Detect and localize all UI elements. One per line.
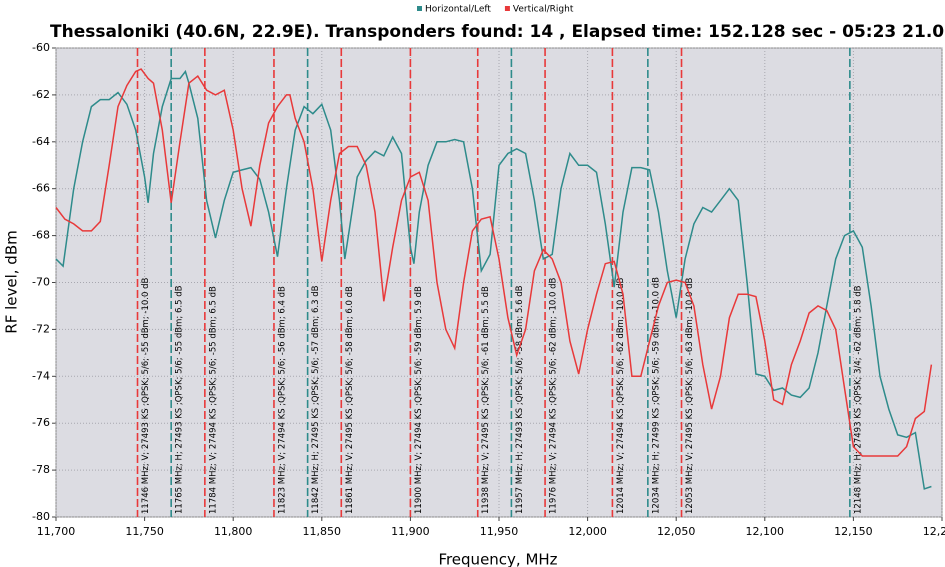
transponder-label: 12014 MHz; V; 27494 KS ;QPSK; 5/6; -62 d…	[616, 278, 626, 514]
chart-title: Thessaloniki (40.6N, 22.9E). Transponder…	[50, 22, 945, 42]
y-tick-label: -62	[32, 88, 50, 101]
legend-label: Vertical/Right	[513, 5, 574, 15]
transponder-label: 11938 MHz; V; 27495 KS ;QPSK; 5/6; -61 d…	[481, 286, 491, 514]
transponder-label: 11842 MHz; H; 27495 KS ;QPSK; 5/6; -57 d…	[311, 285, 321, 514]
legend-label: Horizontal/Left	[425, 5, 491, 15]
x-tick-label: 11,700	[37, 525, 76, 538]
transponder-label: 12148 MHz; H; 27493 KS ;QPSK; 3/4; -62 d…	[853, 285, 863, 514]
transponder-label: 11823 MHz; V; 27494 KS ;QPSK; 5/6; -56 d…	[277, 286, 287, 514]
x-tick-label: 11,950	[480, 525, 519, 538]
y-tick-label: -60	[32, 41, 50, 54]
series-line	[55, 69, 932, 490]
y-tick-label: -68	[32, 229, 50, 242]
transponder-label: 11765 MHz; H; 27493 KS ;QPSK; 5/6; -55 d…	[175, 285, 185, 514]
x-tick-label: 12,100	[746, 525, 785, 538]
x-tick-label: 11,900	[391, 525, 430, 538]
x-axis-title: Frequency, MHz	[438, 551, 557, 567]
y-tick-label: -72	[32, 322, 50, 335]
transponder-label: 11784 MHz; V; 27494 KS ;QPSK; 5/6; -55 d…	[208, 286, 218, 514]
y-tick-label: -70	[32, 276, 50, 289]
y-tick-label: -80	[32, 510, 50, 523]
transponder-label: 11976 MHz; V; 27494 KS ;QPSK; 5/6; -62 d…	[549, 278, 559, 514]
x-tick-label: 11,850	[303, 525, 342, 538]
y-tick-label: -74	[32, 369, 50, 382]
transponder-label: 11900 MHz; V; 27494 KS ;QPSK; 5/6; -59 d…	[414, 286, 424, 514]
transponder-label: 12034 MHz; H; 27499 KS ;QPSK; 5/6; -59 d…	[651, 277, 661, 514]
legend-swatch	[504, 6, 510, 11]
legend-swatch	[417, 6, 422, 11]
transponder-label: 11746 MHz; V; 27493 KS ;QPSK; 5/6; -55 d…	[141, 278, 151, 514]
y-tick-label: -66	[32, 182, 50, 195]
x-tick-label: 11,800	[214, 525, 253, 538]
x-tick-label: 12,000	[568, 525, 607, 538]
y-tick-label: -76	[32, 416, 50, 429]
x-tick-label: 12,150	[834, 525, 873, 538]
series-line	[55, 68, 933, 457]
y-axis-title: RF level, dBm	[3, 230, 21, 333]
x-tick-label: 12,050	[657, 525, 696, 538]
y-tick-label: -64	[32, 135, 50, 148]
y-tick-label: -78	[32, 463, 50, 476]
transponder-label: 12053 MHz; V; 27495 KS ;QPSK; 5/6; -63 d…	[685, 278, 695, 514]
transponder-label: 11861 MHz; V; 27495 KS ;QPSK; 5/6; -58 d…	[345, 286, 355, 514]
x-tick-label: 12,200	[923, 525, 945, 538]
x-tick-label: 11,750	[125, 525, 164, 538]
transponder-label: 11957 MHz; H; 27493 KS ;QPSK; 5/6; -58 d…	[515, 285, 525, 514]
